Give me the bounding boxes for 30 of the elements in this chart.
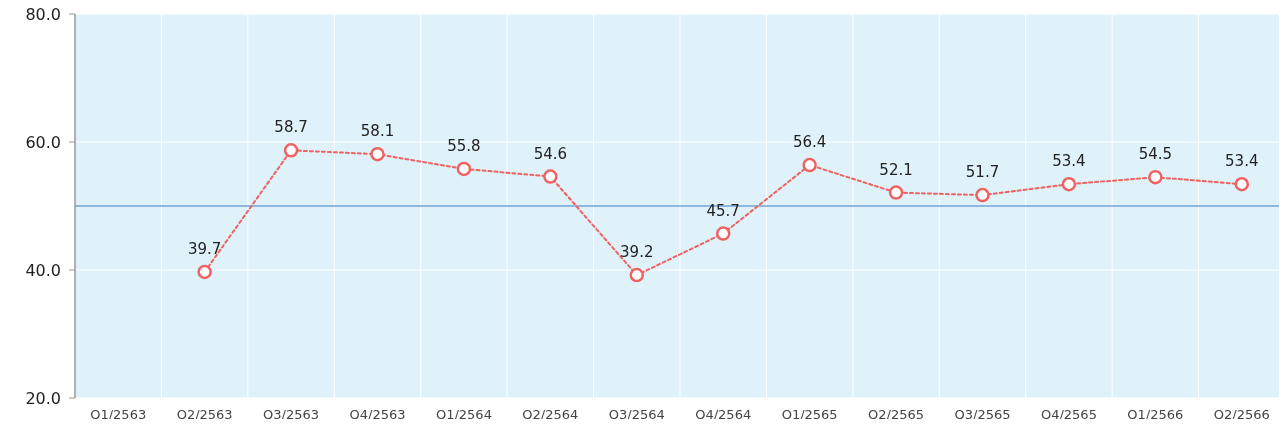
point — [715, 226, 731, 241]
y-tick-label: 40.0 — [25, 260, 61, 280]
point — [802, 157, 817, 173]
data-label: 58.7 — [274, 118, 308, 137]
y-tick-label: 60.0 — [25, 132, 61, 152]
data-label: 56.4 — [792, 133, 827, 152]
data-label: 39.2 — [620, 243, 654, 262]
point — [1148, 169, 1163, 185]
data-label: 53.4 — [1225, 152, 1259, 171]
point — [888, 185, 904, 200]
data-label: 52.1 — [879, 160, 913, 179]
data-label: 45.7 — [706, 201, 740, 220]
data-label: 39.7 — [187, 239, 222, 258]
point — [629, 267, 645, 283]
data-label: 58.1 — [360, 122, 395, 141]
point — [543, 169, 558, 184]
data-label: 51.7 — [965, 163, 1000, 182]
point — [370, 146, 385, 162]
point — [1061, 176, 1077, 192]
data-label: 54.6 — [533, 144, 568, 163]
data-label: 55.8 — [447, 136, 481, 155]
point — [1234, 176, 1250, 192]
y-tick-label: 80.0 — [25, 4, 61, 24]
point — [975, 187, 990, 203]
y-tick-label: 20.0 — [25, 388, 61, 408]
data-label: 54.5 — [1138, 145, 1173, 164]
point — [283, 143, 299, 158]
point — [197, 264, 212, 280]
data-label: 53.4 — [1052, 152, 1086, 171]
point — [456, 161, 472, 177]
